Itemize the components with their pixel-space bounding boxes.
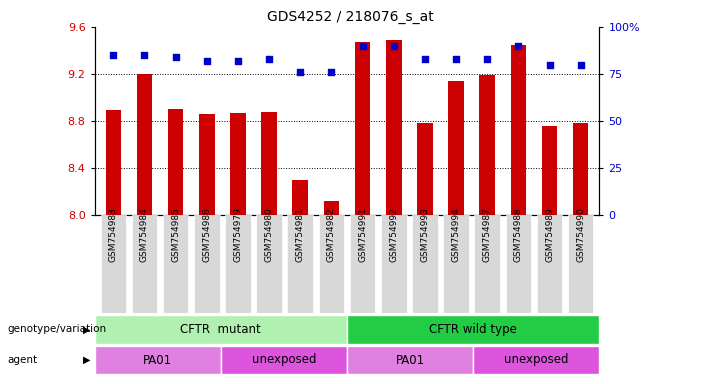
Bar <box>573 123 588 215</box>
Bar <box>510 45 526 215</box>
Text: GSM754991: GSM754991 <box>358 207 367 262</box>
Point <box>201 58 212 64</box>
Bar <box>106 110 121 215</box>
Bar <box>199 114 215 215</box>
FancyBboxPatch shape <box>537 215 562 313</box>
Text: GSM754982: GSM754982 <box>327 207 336 262</box>
FancyBboxPatch shape <box>225 215 251 313</box>
Bar <box>324 201 339 215</box>
Point <box>170 54 182 60</box>
Point <box>451 56 462 62</box>
Point <box>482 56 493 62</box>
Text: CFTR wild type: CFTR wild type <box>429 323 517 336</box>
FancyBboxPatch shape <box>257 215 282 313</box>
Text: GSM754985: GSM754985 <box>171 207 180 262</box>
FancyBboxPatch shape <box>350 215 375 313</box>
FancyBboxPatch shape <box>100 215 126 313</box>
Bar <box>386 40 402 215</box>
Point <box>512 43 524 49</box>
Bar <box>448 81 464 215</box>
FancyBboxPatch shape <box>319 215 344 313</box>
Bar <box>355 42 370 215</box>
Text: GSM754980: GSM754980 <box>264 207 273 262</box>
Text: PA01: PA01 <box>395 354 425 366</box>
FancyBboxPatch shape <box>287 215 313 313</box>
FancyBboxPatch shape <box>132 215 157 313</box>
Text: genotype/variation: genotype/variation <box>7 324 106 334</box>
Text: GSM754994: GSM754994 <box>451 207 461 262</box>
Point <box>326 69 337 75</box>
Text: GSM754979: GSM754979 <box>233 207 243 262</box>
Point <box>294 69 306 75</box>
FancyBboxPatch shape <box>95 315 347 344</box>
Text: GSM754981: GSM754981 <box>296 207 305 262</box>
Bar <box>137 74 152 215</box>
Text: GSM754987: GSM754987 <box>483 207 491 262</box>
FancyBboxPatch shape <box>505 215 531 313</box>
Text: PA01: PA01 <box>143 354 172 366</box>
Point <box>575 61 586 68</box>
Text: GSM754986: GSM754986 <box>203 207 211 262</box>
Text: GSM754992: GSM754992 <box>389 207 398 262</box>
Point <box>357 43 368 49</box>
Text: CFTR  mutant: CFTR mutant <box>180 323 261 336</box>
FancyBboxPatch shape <box>95 346 221 374</box>
Text: ▶: ▶ <box>83 324 90 334</box>
Point <box>139 52 150 58</box>
Text: GSM754993: GSM754993 <box>421 207 430 262</box>
Text: unexposed: unexposed <box>252 354 316 366</box>
FancyBboxPatch shape <box>473 346 599 374</box>
Text: GDS4252 / 218076_s_at: GDS4252 / 218076_s_at <box>267 10 434 23</box>
Text: ▶: ▶ <box>83 355 90 365</box>
Point <box>232 58 243 64</box>
Text: unexposed: unexposed <box>504 354 569 366</box>
Text: GSM754984: GSM754984 <box>140 207 149 262</box>
FancyBboxPatch shape <box>347 315 599 344</box>
FancyBboxPatch shape <box>475 215 500 313</box>
Point <box>108 52 119 58</box>
Text: GSM754990: GSM754990 <box>576 207 585 262</box>
FancyBboxPatch shape <box>163 215 189 313</box>
FancyBboxPatch shape <box>221 346 347 374</box>
Bar <box>261 111 277 215</box>
Text: GSM754983: GSM754983 <box>109 207 118 262</box>
Bar <box>292 180 308 215</box>
Point <box>544 61 555 68</box>
Text: GSM754989: GSM754989 <box>545 207 554 262</box>
Bar <box>168 109 184 215</box>
FancyBboxPatch shape <box>443 215 469 313</box>
FancyBboxPatch shape <box>381 215 407 313</box>
FancyBboxPatch shape <box>194 215 219 313</box>
Bar <box>479 75 495 215</box>
Bar <box>542 126 557 215</box>
FancyBboxPatch shape <box>347 346 473 374</box>
Point <box>388 43 400 49</box>
Point <box>264 56 275 62</box>
FancyBboxPatch shape <box>568 215 594 313</box>
Point <box>419 56 430 62</box>
Text: agent: agent <box>7 355 37 365</box>
Bar <box>417 123 433 215</box>
FancyBboxPatch shape <box>412 215 437 313</box>
Text: GSM754988: GSM754988 <box>514 207 523 262</box>
Bar <box>230 113 246 215</box>
